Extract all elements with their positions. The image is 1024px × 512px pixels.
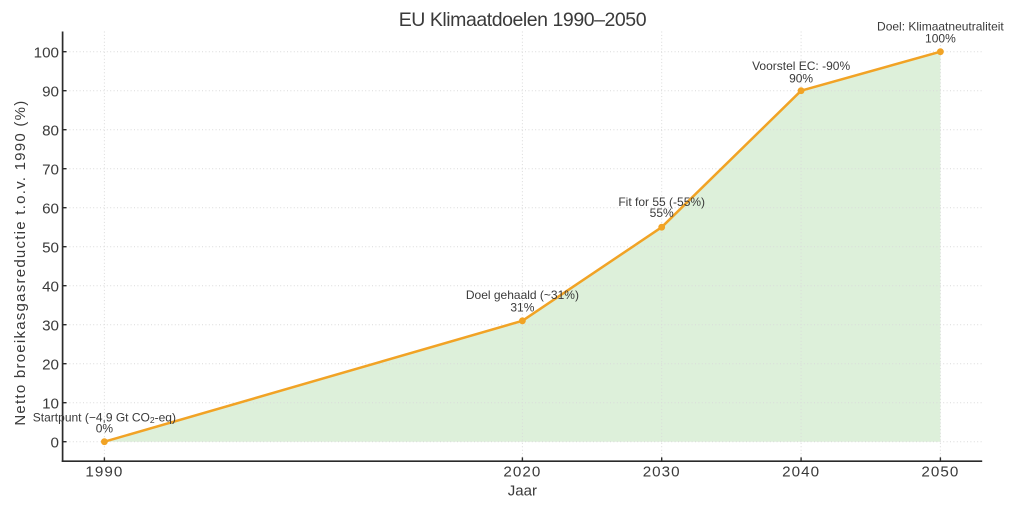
svg-text:2030: 2030 bbox=[643, 464, 681, 481]
svg-text:20: 20 bbox=[42, 356, 59, 373]
svg-text:1990: 1990 bbox=[85, 464, 123, 481]
svg-text:90%: 90% bbox=[789, 72, 813, 86]
svg-text:31%: 31% bbox=[510, 301, 534, 315]
svg-text:30: 30 bbox=[42, 317, 59, 334]
svg-text:100%: 100% bbox=[925, 32, 956, 46]
svg-text:Voorstel EC: -90%: Voorstel EC: -90% bbox=[752, 59, 850, 73]
svg-text:Doel gehaald (~31%): Doel gehaald (~31%) bbox=[466, 288, 579, 302]
svg-text:50: 50 bbox=[42, 239, 59, 256]
svg-text:10: 10 bbox=[42, 395, 59, 412]
svg-text:2040: 2040 bbox=[782, 464, 820, 481]
svg-text:70: 70 bbox=[42, 161, 59, 178]
svg-text:Jaar: Jaar bbox=[508, 483, 537, 500]
svg-text:55%: 55% bbox=[650, 206, 674, 220]
svg-text:0: 0 bbox=[51, 434, 59, 451]
svg-text:100: 100 bbox=[34, 44, 59, 61]
svg-text:Fit for 55 (-55%): Fit for 55 (-55%) bbox=[618, 195, 705, 209]
svg-text:0%: 0% bbox=[96, 422, 114, 436]
svg-text:80: 80 bbox=[42, 122, 59, 139]
svg-text:40: 40 bbox=[42, 278, 59, 295]
svg-text:2020: 2020 bbox=[503, 464, 541, 481]
svg-text:90: 90 bbox=[42, 83, 59, 100]
svg-text:Startpunt (−4,9 Gt CO2-eq): Startpunt (−4,9 Gt CO2-eq) bbox=[33, 411, 176, 426]
svg-text:Netto broeikasgasreductie t.o.: Netto broeikasgasreductie t.o.v. 1990 (%… bbox=[12, 100, 29, 426]
svg-text:2050: 2050 bbox=[921, 464, 959, 481]
svg-text:60: 60 bbox=[42, 200, 59, 217]
svg-text:EU Klimaatdoelen 1990–2050: EU Klimaatdoelen 1990–2050 bbox=[399, 9, 647, 31]
svg-text:Doel: Klimaatneutraliteit: Doel: Klimaatneutraliteit bbox=[877, 19, 1004, 33]
